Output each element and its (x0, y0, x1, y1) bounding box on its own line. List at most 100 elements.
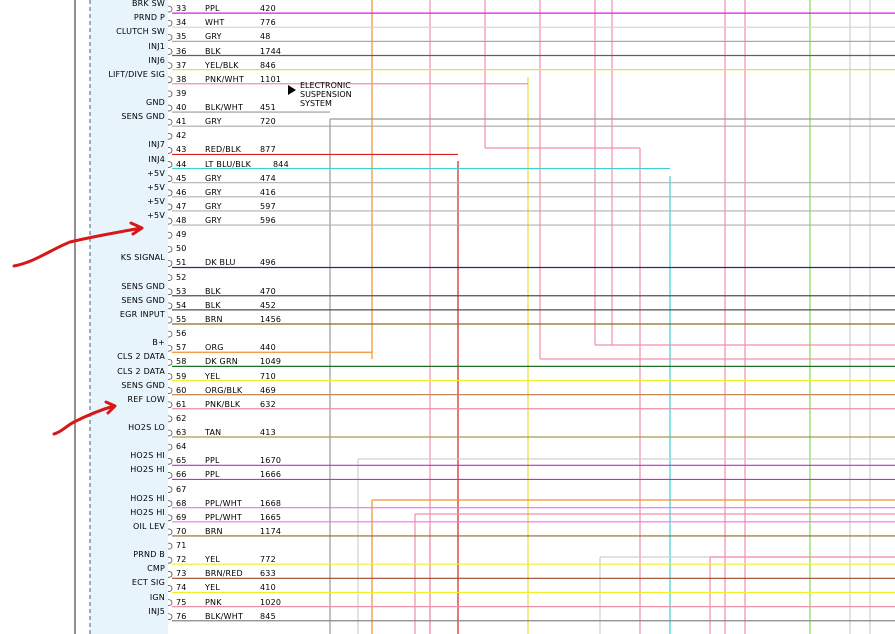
pin-terminal (167, 599, 173, 606)
wire-color-code: TAN (205, 428, 222, 438)
pin-number: 66 (176, 470, 187, 480)
circuit-number: 845 (260, 611, 276, 621)
pin-name: +5V (147, 211, 165, 221)
circuit-number: 633 (260, 569, 276, 579)
pin-terminal (167, 132, 173, 140)
pin-number: 58 (176, 357, 187, 367)
pin-number: 49 (176, 230, 187, 240)
circuit-number: 416 (260, 187, 276, 197)
pin-terminal (167, 358, 173, 366)
wire-color-code: BLK (205, 286, 221, 296)
circuit-number: 772 (260, 555, 276, 565)
pin-terminal (167, 76, 173, 84)
pin-name: PRND B (133, 550, 165, 560)
pin-name: +5V (147, 168, 165, 178)
circuit-number: 1174 (260, 526, 282, 536)
circuit-number: 720 (260, 117, 276, 127)
pin-terminal (167, 175, 173, 183)
pin-number: 48 (176, 216, 187, 226)
pin-terminal (167, 486, 173, 493)
circuit-number: 1670 (260, 456, 282, 466)
pin-number: 57 (176, 343, 187, 353)
wire-color-code: GRY (205, 117, 222, 127)
pin-number: 69 (176, 512, 187, 522)
circuit-number: 496 (260, 258, 276, 268)
ess-annotation-line2: SUSPENSION (300, 90, 352, 99)
pin-name: B+ (152, 338, 165, 348)
pin-name: INJ4 (148, 154, 165, 164)
pin-number: 70 (176, 526, 187, 536)
wire-color-code: YEL/BLK (205, 60, 239, 70)
pin-terminal (167, 33, 173, 41)
wire-color-code: DK GRN (205, 357, 238, 367)
circuit-number: 451 (260, 103, 276, 113)
circuit-number: 597 (260, 201, 276, 211)
pin-terminal (167, 90, 173, 98)
pin-number: 59 (176, 371, 187, 381)
pin-terminal (167, 217, 173, 225)
pin-terminal (167, 570, 173, 578)
red-pointer-arrow-lower (52, 400, 117, 436)
wire-color-code: RED/BLK (205, 145, 242, 155)
circuit-number: 776 (260, 18, 276, 28)
pin-terminal (167, 104, 173, 112)
pin-number: 37 (176, 60, 187, 70)
circuit-number: 474 (260, 173, 276, 183)
pin-name: BRK SW (131, 0, 165, 9)
wire-color-code: GRY (205, 173, 222, 183)
pin-name: SENS GND (121, 281, 165, 291)
pin-number: 33 (176, 4, 187, 14)
wire-color-code: PPL (205, 470, 220, 480)
wire-color-code: WHT (205, 18, 225, 28)
wire-color-code: ORG (205, 343, 224, 353)
circuit-number: 1668 (260, 498, 282, 508)
pin-name: GND (146, 98, 165, 108)
connector-terminals (167, 5, 173, 621)
pin-terminal (167, 528, 173, 536)
pin-terminal (167, 472, 173, 479)
pin-terminal (167, 260, 173, 267)
pin-number: 39 (176, 88, 187, 98)
pin-number: 54 (176, 300, 187, 310)
pin-name: HO2S LO (128, 423, 165, 433)
circuit-number: 596 (260, 216, 276, 226)
pin-terminal (167, 288, 173, 296)
pin-name: SENS GND (121, 112, 165, 122)
wire-color-code: DK BLU (205, 258, 236, 268)
pin-terminal (167, 330, 173, 338)
pin-number: 36 (176, 46, 187, 56)
pin-terminal (167, 62, 173, 70)
pin-name: INJ5 (148, 606, 165, 616)
ess-annotation: ELECTRONIC SUSPENSION SYSTEM (300, 81, 352, 108)
wire-color-code: PPL/WHT (205, 512, 243, 522)
pin-terminal (167, 401, 173, 409)
wire-color-code: PNK (205, 597, 222, 607)
pin-terminal (167, 585, 173, 592)
pin-name: CLUTCH SW (116, 27, 165, 37)
pin-terminal (167, 344, 173, 352)
circuit-number: 440 (260, 343, 276, 353)
pin-name: HO2S HI (130, 493, 165, 503)
pin-terminal (167, 19, 173, 27)
wire-color-code: BLK/WHT (205, 611, 244, 621)
pin-terminal (167, 245, 173, 253)
pin-number: 68 (176, 498, 187, 508)
pin-number: 67 (176, 484, 187, 494)
wire-color-code: BRN (205, 526, 223, 536)
pin-name: PRND P (133, 13, 165, 23)
pin-number: 76 (176, 611, 187, 621)
wire-color-code: PPL (205, 4, 220, 14)
pin-name: KS SIGNAL (120, 253, 165, 263)
red-pointer-arrow-upper (12, 221, 144, 268)
pin-name: CLS 2 DATA (117, 366, 165, 376)
ess-annotation-line1: ELECTRONIC (300, 81, 351, 90)
pin-terminal (167, 514, 173, 522)
pin-name: CLS 2 DATA (117, 352, 165, 362)
pin-number: 71 (176, 541, 187, 551)
wire-color-code: GRY (205, 187, 222, 197)
wire-color-code: BLK (205, 300, 221, 310)
pin-number: 65 (176, 456, 187, 466)
wire-color-code: PPL/WHT (205, 498, 243, 508)
